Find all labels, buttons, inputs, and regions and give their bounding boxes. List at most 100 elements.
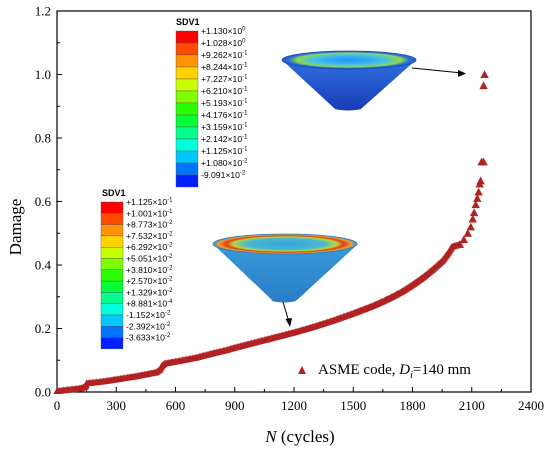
colorbar-upper: SDV1 +1.130×100 +1.028×100 +9.262×10-1 +8.2… [175, 17, 248, 188]
colorbar-lower-label: +8.881×10-4 [126, 299, 173, 309]
legend-label-prefix: ASME code, [318, 362, 399, 378]
y-tick-label: 0.0 [35, 385, 51, 400]
colorbar-upper-label: +6.210×10-1 [201, 86, 248, 96]
colorbar-upper-label: +1.125×10-1 [201, 146, 248, 156]
colorbar-upper-swatch [175, 114, 199, 128]
colorbar-lower-swatch [100, 213, 124, 225]
legend-label-suffix: =140 mm [413, 362, 471, 378]
colorbar-lower-label: +1.329×10-2 [126, 287, 173, 297]
colorbar-lower-title: SDV1 [102, 188, 126, 198]
colorbar-lower-label: +1.125×10-1 [126, 197, 173, 207]
y-axis-ticks: 0.0 0.2 0.4 0.6 0.8 1.0 1.2 [35, 4, 62, 400]
colorbar-upper-swatch [175, 102, 199, 116]
fea-cone-lower [212, 233, 358, 303]
x-tick-label: 1800 [400, 398, 426, 413]
colorbar-upper-swatch [175, 30, 199, 44]
y-tick-label: 0.4 [35, 258, 52, 273]
colorbar-upper-swatch [175, 54, 199, 68]
colorbar-upper-label: +3.159×10-1 [201, 122, 248, 132]
x-axis-ticks: 0 300 600 900 1200 1500 1800 2100 2400 [54, 387, 544, 413]
data-point [476, 176, 485, 185]
colorbar-upper-label: +1.080×10-2 [201, 158, 248, 168]
colorbar-lower-swatch [100, 235, 124, 248]
colorbar-lower-swatch [100, 314, 124, 327]
data-point [455, 240, 465, 248]
x-axis-title-variable: N [264, 427, 278, 446]
legend: ASME code, Di=140 mm [298, 362, 471, 381]
legend-label-subscript: i [410, 370, 413, 381]
x-axis-title: N (cycles) [264, 427, 334, 446]
colorbar-lower-label: +5.051×10-2 [126, 254, 173, 264]
colorbar-upper-label: +9.262×10-1 [201, 50, 248, 60]
colorbar-upper-swatch [175, 78, 199, 92]
colorbar-lower: SDV1 +1.125×10-1+1.001×10-1 +8.773×10-2+7… [100, 188, 173, 350]
colorbar-lower-swatch [100, 292, 124, 304]
colorbar-upper-swatch [175, 126, 199, 140]
colorbar-lower-swatch [100, 246, 124, 259]
colorbar-lower-label: +7.532×10-2 [126, 231, 173, 241]
data-point [466, 222, 475, 231]
y-tick-label: 0.2 [35, 321, 51, 336]
legend-label-symbol: D [398, 362, 410, 378]
colorbar-upper-title: SDV1 [176, 17, 200, 27]
y-tick-label: 1.0 [35, 67, 51, 82]
data-point [479, 81, 488, 90]
legend-label: ASME code, Di=140 mm [318, 362, 471, 381]
x-axis-title-unit: (cycles) [277, 427, 335, 446]
data-point [473, 194, 482, 202]
colorbar-lower-label: -2.392×10-2 [126, 321, 171, 331]
colorbar-lower-label: +1.001×10-1 [126, 208, 173, 218]
x-tick-label: 900 [225, 398, 245, 413]
x-tick-label: 2100 [459, 398, 485, 413]
colorbar-upper-label: +1.130×100 [201, 26, 246, 36]
data-point [474, 187, 483, 196]
data-point [459, 235, 469, 244]
colorbar-lower-swatch [100, 303, 124, 316]
colorbar-lower-swatch [100, 337, 124, 350]
colorbar-upper-label: -9.091×10-2 [201, 170, 246, 180]
colorbar-lower-swatch [100, 201, 124, 214]
x-tick-label: 1500 [340, 398, 366, 413]
data-point [463, 229, 472, 237]
pointer-arrow-upper [411, 67, 466, 77]
data-points [53, 70, 489, 395]
colorbar-lower-swatch [100, 269, 124, 282]
x-tick-label: 0 [54, 398, 61, 413]
colorbar-upper-swatch [175, 162, 199, 176]
y-tick-label: 0.8 [35, 131, 51, 146]
colorbar-upper-label: +4.176×10-1 [201, 110, 248, 120]
colorbar-lower-swatch [100, 224, 124, 237]
colorbar-lower-label: -3.633×10-2 [126, 333, 171, 343]
colorbar-lower-label: +3.810×10-2 [126, 265, 173, 275]
colorbar-lower-swatch [100, 326, 124, 338]
colorbar-upper-swatch [175, 150, 199, 164]
x-tick-label: 1200 [281, 398, 307, 413]
y-tick-label: 1.2 [35, 4, 51, 19]
colorbar-lower-swatch [100, 280, 124, 293]
colorbar-upper-label: +7.227×10-1 [201, 74, 248, 84]
colorbar-lower-swatch [100, 258, 124, 271]
colorbar-lower-label: +2.570×10-2 [126, 276, 173, 286]
colorbar-lower-label: +6.292×10-2 [126, 242, 173, 252]
x-tick-label: 2400 [518, 398, 544, 413]
colorbar-upper-label: +5.193×10-1 [201, 98, 248, 108]
data-point [468, 214, 477, 223]
fea-cone-upper [281, 50, 417, 111]
colorbar-upper-swatch [175, 42, 199, 56]
data-point [480, 70, 489, 78]
colorbar-lower-label: -1.152×10-2 [126, 310, 171, 320]
data-point [469, 208, 479, 217]
colorbar-upper-swatch [175, 66, 199, 80]
pointer-arrow-lower [282, 301, 292, 327]
data-point [479, 157, 488, 166]
y-tick-label: 0.6 [35, 194, 52, 209]
legend-marker [298, 366, 306, 374]
data-point [471, 200, 480, 209]
x-tick-label: 600 [166, 398, 186, 413]
colorbar-upper-swatch [175, 174, 199, 188]
colorbar-upper-swatch [175, 138, 199, 152]
colorbar-upper-label: +2.142×10-1 [201, 134, 248, 144]
colorbar-upper-label: +8.244×10-1 [201, 62, 248, 72]
y-axis-title: Damage [6, 199, 25, 256]
